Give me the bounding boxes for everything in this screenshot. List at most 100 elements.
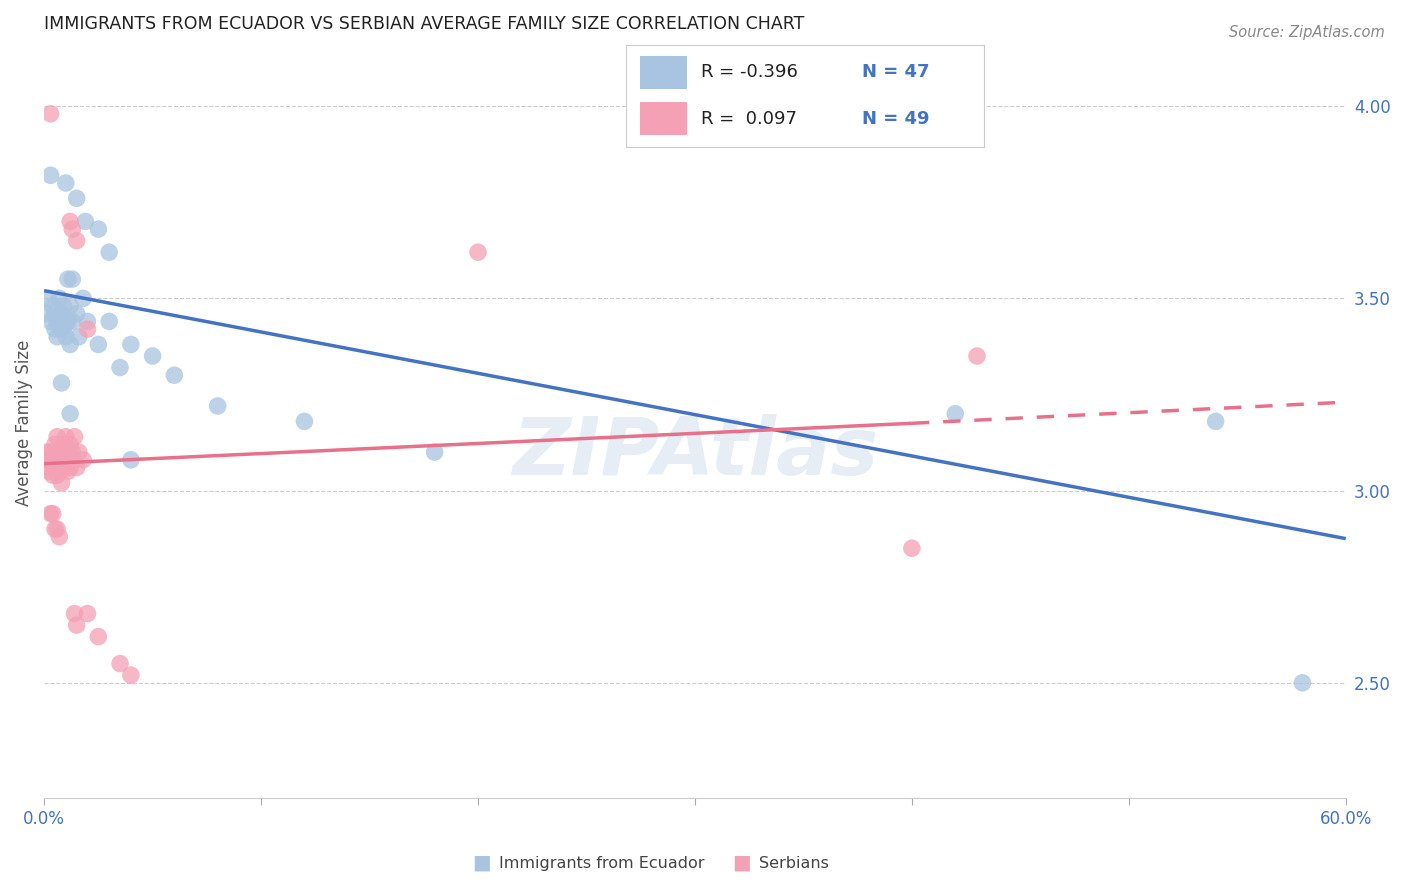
- Point: [44, 437, 66, 451]
- Text: ▪: ▪: [731, 849, 752, 878]
- Point: [108, 657, 131, 671]
- Point: [60, 452, 83, 467]
- Point: [46, 314, 69, 328]
- Point: [59, 407, 82, 421]
- Point: [98, 314, 121, 328]
- Point: [46, 452, 69, 467]
- Point: [46, 430, 69, 444]
- Point: [52, 460, 75, 475]
- Point: [59, 337, 82, 351]
- Point: [55, 430, 77, 444]
- Point: [46, 330, 69, 344]
- Point: [59, 460, 82, 475]
- Point: [98, 245, 121, 260]
- Point: [59, 214, 82, 228]
- Point: [48, 464, 70, 478]
- Text: ZIPAtlas: ZIPAtlas: [512, 414, 879, 492]
- Point: [44, 322, 66, 336]
- Point: [966, 349, 988, 363]
- Point: [51, 307, 73, 321]
- Point: [37, 291, 59, 305]
- Point: [52, 322, 75, 336]
- Point: [76, 322, 98, 336]
- Point: [37, 452, 59, 467]
- Point: [56, 445, 79, 459]
- Text: R = -0.396: R = -0.396: [702, 63, 797, 81]
- Point: [55, 452, 77, 467]
- Point: [46, 522, 69, 536]
- Point: [87, 630, 110, 644]
- Point: [60, 272, 83, 286]
- Point: [39, 107, 62, 121]
- Point: [39, 460, 62, 475]
- Point: [39, 169, 62, 183]
- Point: [1291, 675, 1313, 690]
- Point: [35, 307, 58, 321]
- Point: [901, 541, 924, 556]
- Point: [51, 475, 73, 490]
- Y-axis label: Average Family Size: Average Family Size: [15, 340, 32, 507]
- Point: [120, 452, 142, 467]
- Point: [51, 322, 73, 336]
- Point: [66, 307, 89, 321]
- Point: [37, 464, 59, 478]
- Point: [467, 245, 489, 260]
- Point: [87, 337, 110, 351]
- Point: [42, 468, 65, 483]
- Point: [39, 445, 62, 459]
- Text: ▪: ▪: [471, 849, 492, 878]
- Point: [55, 330, 77, 344]
- Point: [42, 452, 65, 467]
- Point: [87, 222, 110, 236]
- Point: [52, 437, 75, 451]
- Point: [66, 460, 89, 475]
- Point: [48, 291, 70, 305]
- Point: [42, 507, 65, 521]
- Text: Serbians: Serbians: [759, 856, 830, 871]
- Point: [72, 291, 94, 305]
- Point: [42, 299, 65, 313]
- Point: [39, 314, 62, 328]
- Text: IMMIGRANTS FROM ECUADOR VS SERBIAN AVERAGE FAMILY SIZE CORRELATION CHART: IMMIGRANTS FROM ECUADOR VS SERBIAN AVERA…: [44, 15, 804, 33]
- Bar: [640, 56, 686, 88]
- Point: [51, 376, 73, 390]
- Point: [44, 522, 66, 536]
- Point: [48, 530, 70, 544]
- Point: [35, 445, 58, 459]
- Point: [423, 445, 446, 459]
- Text: Immigrants from Ecuador: Immigrants from Ecuador: [499, 856, 704, 871]
- Point: [60, 222, 83, 236]
- Point: [943, 407, 966, 421]
- Point: [66, 618, 89, 632]
- Point: [55, 314, 77, 328]
- Point: [63, 607, 86, 621]
- Point: [46, 468, 69, 483]
- Point: [59, 437, 82, 451]
- Point: [163, 368, 186, 383]
- Text: N = 49: N = 49: [862, 111, 929, 128]
- Point: [60, 445, 83, 459]
- Point: [207, 399, 229, 413]
- Point: [72, 452, 94, 467]
- Point: [67, 445, 90, 459]
- Text: N = 47: N = 47: [862, 63, 929, 81]
- Point: [120, 337, 142, 351]
- Text: R =  0.097: R = 0.097: [702, 111, 797, 128]
- Point: [66, 191, 89, 205]
- Bar: [640, 102, 686, 135]
- Point: [76, 607, 98, 621]
- Text: Source: ZipAtlas.com: Source: ZipAtlas.com: [1229, 25, 1385, 40]
- Point: [1205, 414, 1227, 428]
- Point: [48, 445, 70, 459]
- Point: [294, 414, 316, 428]
- Point: [63, 430, 86, 444]
- Point: [76, 314, 98, 328]
- Point: [67, 330, 90, 344]
- Point: [39, 507, 62, 521]
- Point: [108, 360, 131, 375]
- Point: [66, 234, 89, 248]
- Point: [48, 314, 70, 328]
- Point: [44, 307, 66, 321]
- Point: [55, 176, 77, 190]
- Point: [56, 464, 79, 478]
